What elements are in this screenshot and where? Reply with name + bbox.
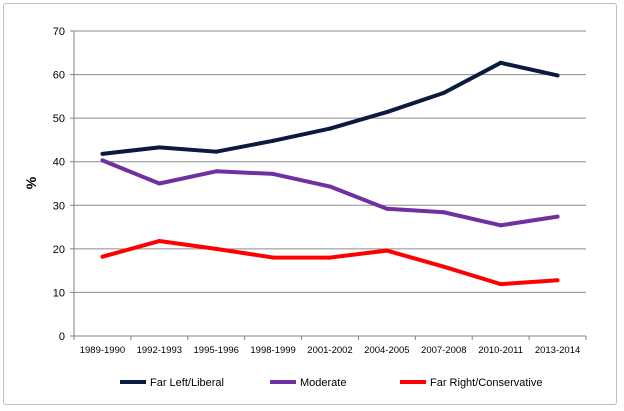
data-point-far-left-liberal — [328, 126, 332, 131]
data-point-moderate — [100, 158, 105, 163]
data-point-far-left-liberal — [498, 60, 503, 65]
y-tick-label: 60 — [53, 70, 65, 82]
y-tick-label: 30 — [53, 200, 65, 212]
data-point-far-right-conservative — [271, 255, 276, 260]
y-tick-label: 20 — [53, 244, 65, 256]
legend-label-far-right-conservative: Far Right/Conservative — [430, 377, 543, 389]
data-point-far-left-liberal — [441, 90, 446, 95]
y-tick-labels: 0 10 20 30 40 50 60 70 — [53, 26, 65, 343]
chart-frame — [3, 3, 617, 405]
x-tick-labels: 1989-1990 1992-1993 1995-1996 1998-1999 2001… — [73, 336, 587, 356]
series-lines — [100, 60, 560, 287]
y-tick-label: 10 — [53, 287, 65, 299]
data-point-far-left-liberal — [100, 151, 105, 156]
x-tick-label: 1989-1990 — [80, 345, 125, 356]
data-point-far-right-conservative — [498, 282, 503, 287]
series-line-far-right-conservative — [101, 239, 558, 287]
x-tick-label: 1995-1996 — [194, 345, 239, 356]
legend-label-far-left-liberal: Far Left/Liberal — [150, 377, 224, 389]
data-point-moderate — [555, 214, 560, 219]
legend-label-moderate: Moderate — [300, 377, 346, 389]
y-tick-label: 50 — [53, 113, 65, 125]
x-tick-label: 2013-2014 — [535, 345, 580, 356]
y-tick-label: 0 — [59, 331, 65, 343]
x-tick-label: 2007-2008 — [421, 345, 466, 356]
data-point-far-right-conservative — [328, 255, 332, 260]
y-tick-label: 70 — [53, 26, 65, 38]
data-point-far-left-liberal — [271, 138, 276, 143]
x-tick-label: 2004-2005 — [364, 345, 409, 356]
series-line-far-left-liberal — [102, 60, 558, 156]
data-point-moderate — [271, 171, 276, 176]
data-point-far-left-liberal — [157, 145, 162, 150]
data-point-far-right-conservative — [214, 246, 219, 251]
legend: Far Left/Liberal Moderate Far Right/Conser… — [120, 377, 543, 389]
data-point-moderate — [441, 210, 446, 215]
data-point-far-left-liberal — [214, 149, 219, 154]
data-point-far-right-conservative — [100, 254, 105, 259]
x-tick-label: 2010-2011 — [478, 345, 523, 356]
data-point-moderate — [157, 181, 162, 186]
data-point-moderate — [328, 184, 332, 189]
data-point-far-left-liberal — [384, 110, 389, 115]
data-point-moderate — [498, 223, 503, 228]
data-point-far-left-liberal — [555, 73, 560, 78]
x-tick-label: 2001-2002 — [307, 345, 352, 356]
gridlines — [70, 30, 586, 337]
data-point-far-right-conservative — [157, 239, 162, 244]
y-axis-label: % — [23, 176, 39, 189]
series-line-moderate — [101, 158, 558, 228]
data-point-far-right-conservative — [555, 278, 560, 283]
data-point-moderate — [214, 169, 219, 174]
y-tick-label: 40 — [53, 157, 65, 169]
x-tick-label: 1998-1999 — [250, 345, 295, 356]
x-tick-label: 1992-1993 — [137, 345, 182, 356]
data-point-far-right-conservative — [441, 264, 446, 269]
data-point-moderate — [384, 206, 389, 211]
data-point-far-right-conservative — [384, 248, 389, 253]
axes — [73, 31, 586, 337]
